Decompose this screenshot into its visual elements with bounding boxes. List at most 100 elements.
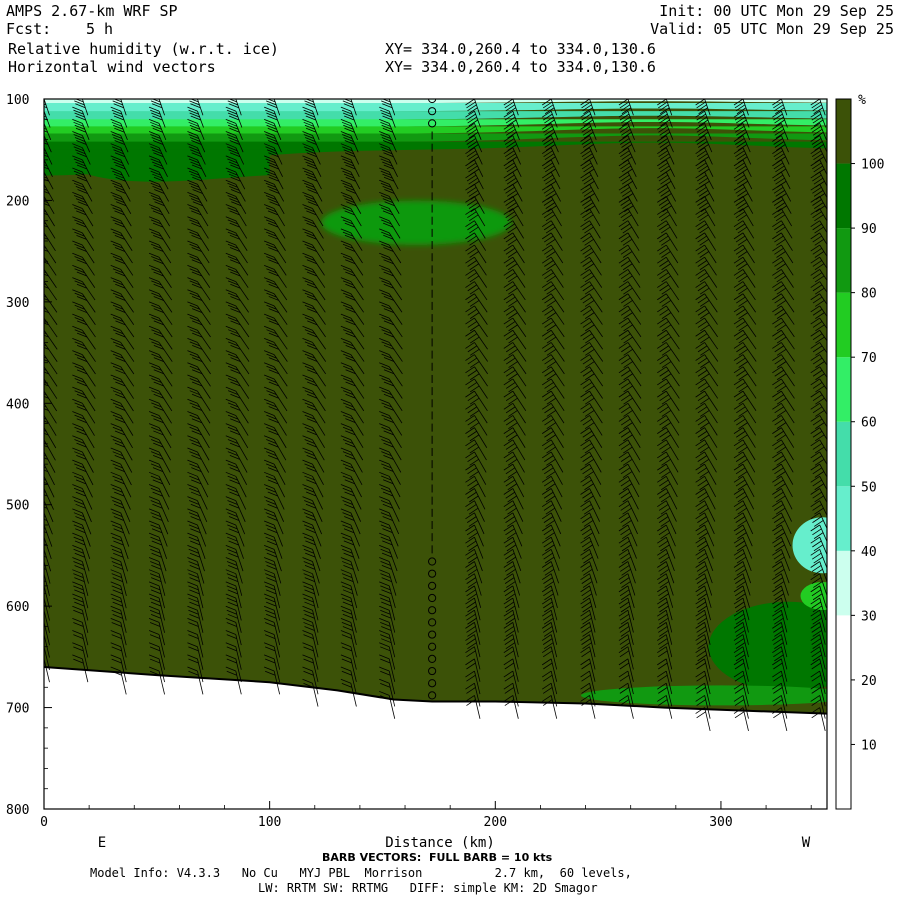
wind-barb-flag bbox=[622, 251, 633, 258]
colorbar-segment bbox=[836, 550, 851, 616]
wind-barb bbox=[704, 658, 711, 682]
wind-barb-flag bbox=[112, 329, 124, 335]
wind-barb bbox=[589, 646, 596, 670]
wind-barb-flag bbox=[380, 573, 391, 578]
wind-barb-flag bbox=[812, 605, 823, 613]
wind-barb-flag bbox=[661, 361, 672, 368]
wind-barb-flag bbox=[72, 484, 83, 489]
wind-barb-flag bbox=[76, 455, 87, 460]
wind-barb bbox=[589, 585, 597, 608]
wind-barb-flag bbox=[505, 443, 516, 450]
calm-wind-marker bbox=[428, 557, 437, 566]
wind-barb-flag bbox=[737, 119, 747, 127]
wind-barb-flag bbox=[44, 500, 45, 501]
wind-barb-flag bbox=[662, 193, 672, 200]
wind-barb-flag bbox=[467, 394, 478, 401]
wind-barb-flag bbox=[505, 296, 516, 304]
wind-barb-flag bbox=[187, 313, 198, 319]
wind-barb-flag bbox=[508, 422, 518, 429]
wind-barb-flag bbox=[505, 272, 516, 280]
wind-barb-flag bbox=[810, 293, 820, 301]
wind-barb-flag bbox=[149, 597, 161, 603]
wind-barb-flag bbox=[776, 458, 786, 466]
wind-barb-flag bbox=[585, 348, 595, 356]
wind-barb bbox=[742, 171, 753, 190]
wind-barb-flag bbox=[543, 113, 553, 121]
wind-barb-flag bbox=[813, 153, 823, 161]
wind-barb bbox=[589, 403, 603, 424]
wind-barb-flag bbox=[72, 252, 83, 258]
wind-barb-flag bbox=[340, 618, 352, 623]
wind-barb bbox=[665, 232, 678, 251]
wind-barb-flag bbox=[225, 350, 236, 355]
wind-barb-flag bbox=[659, 394, 669, 401]
wind-barb-flag bbox=[44, 415, 45, 416]
wind-barb-flag bbox=[228, 516, 240, 521]
wind-barb-flag bbox=[380, 121, 391, 127]
wind-barb-flag bbox=[302, 678, 313, 684]
wind-barb-flag bbox=[383, 369, 395, 375]
wind-barb-flag bbox=[468, 532, 478, 539]
wind-barb-flag bbox=[468, 153, 478, 161]
y-tick-label: 400 bbox=[6, 397, 29, 412]
wind-barb-flag bbox=[465, 463, 475, 471]
wind-barb-flag bbox=[812, 104, 822, 112]
wind-barb-flag bbox=[112, 195, 123, 200]
wind-barb-flag bbox=[465, 597, 475, 605]
wind-barb-flag bbox=[340, 496, 352, 502]
wind-barb-flag bbox=[697, 516, 707, 523]
wind-barb-flag bbox=[543, 162, 553, 170]
wind-barb bbox=[589, 634, 596, 658]
wind-barb-flag bbox=[115, 308, 126, 314]
wind-barb-flag bbox=[469, 410, 480, 417]
wind-barb-flag bbox=[44, 451, 45, 452]
wind-barb-flag bbox=[265, 573, 276, 579]
wind-barb-flag bbox=[73, 512, 85, 518]
barb-column bbox=[302, 99, 327, 707]
wind-barb bbox=[512, 171, 523, 190]
wind-barb-flag bbox=[230, 259, 241, 265]
wind-barb-flag bbox=[582, 504, 592, 511]
wind-barb-flag bbox=[382, 127, 393, 133]
wind-barb-flag bbox=[190, 528, 201, 534]
wind-barb-flag bbox=[696, 626, 706, 633]
wind-barb-flag bbox=[304, 613, 315, 619]
wind-barb-flag bbox=[582, 467, 592, 475]
wind-barb-flag bbox=[695, 536, 705, 544]
wind-barb-flag bbox=[44, 273, 49, 277]
wind-barb-flag bbox=[72, 435, 83, 441]
wind-barb-flag bbox=[737, 251, 748, 258]
wind-barb-flag bbox=[580, 415, 590, 422]
wind-barb-flag bbox=[110, 581, 121, 587]
wind-barb-flag bbox=[700, 410, 710, 417]
wind-barb-flag bbox=[773, 674, 783, 682]
wind-barb-flag bbox=[695, 658, 705, 666]
wind-barb-flag bbox=[735, 479, 746, 487]
wind-barb-flag bbox=[812, 357, 823, 365]
wind-barb-flag bbox=[150, 121, 161, 127]
wind-barb-flag bbox=[72, 398, 83, 404]
wind-barb-flag bbox=[303, 524, 315, 530]
wind-barb bbox=[704, 463, 717, 485]
wind-barb-flag bbox=[264, 228, 275, 234]
wind-barb-flag bbox=[659, 382, 669, 389]
wind-barb-flag bbox=[661, 275, 671, 283]
wind-barb-flag bbox=[733, 342, 744, 349]
wind-barb-flag bbox=[187, 228, 198, 234]
wind-barb bbox=[704, 220, 716, 239]
wind-barb-flag bbox=[659, 235, 669, 243]
wind-barb-flag bbox=[584, 238, 594, 246]
wind-barb bbox=[704, 488, 716, 510]
wind-barb-flag bbox=[699, 434, 710, 442]
wind-barb-flag bbox=[546, 385, 557, 393]
wind-barb-flag bbox=[264, 618, 275, 623]
wind-barb-flag bbox=[231, 201, 242, 207]
wind-barb-flag bbox=[74, 219, 85, 225]
wind-barb-flag bbox=[618, 646, 629, 654]
wind-barb-flag bbox=[620, 174, 630, 182]
wind-barb-flag bbox=[72, 350, 83, 355]
wind-barb-flag bbox=[383, 152, 394, 158]
wind-barb-flag bbox=[812, 467, 823, 475]
wind-barb-flag bbox=[229, 442, 241, 448]
wind-barb-flag bbox=[230, 344, 241, 350]
